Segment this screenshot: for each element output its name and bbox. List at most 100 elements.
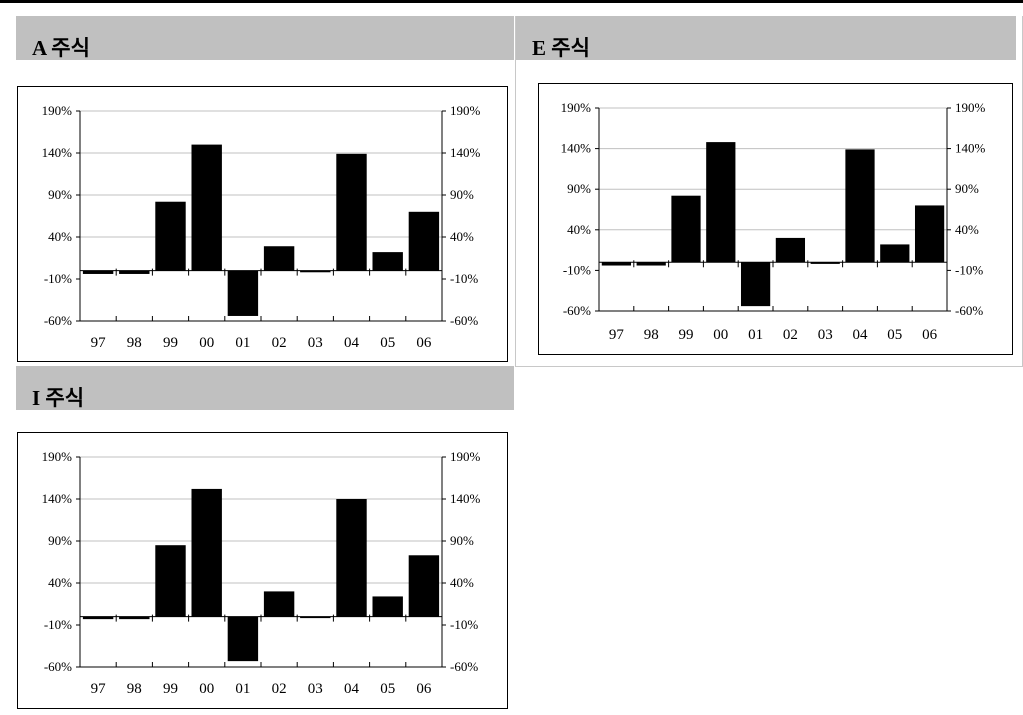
- y-tick-label-left: 190%: [42, 103, 73, 118]
- y-tick-label-left: 40%: [48, 229, 72, 244]
- x-tick-label-99: 99: [163, 681, 178, 697]
- bar-05: [372, 596, 403, 617]
- panel-e-title: E 주식: [532, 36, 590, 60]
- y-tick-label-right: -10%: [450, 617, 478, 632]
- panel-e-title-bar: E 주식: [516, 16, 1016, 60]
- x-tick-label-06: 06: [416, 681, 432, 697]
- y-tick-label-left: 190%: [561, 100, 592, 115]
- y-tick-label-right: 40%: [450, 575, 474, 590]
- x-tick-label-02: 02: [272, 335, 287, 351]
- y-tick-label-left: -60%: [563, 303, 591, 318]
- chart-i: -60% -60% -10% -10% 40% 40% 90% 90% 140% 140% 190%…: [42, 449, 481, 697]
- bar-06: [408, 211, 440, 271]
- bar-98: [636, 262, 666, 266]
- panel-a-title-bar: A 주식: [16, 16, 514, 60]
- bar-99: [155, 545, 186, 617]
- bar-06: [408, 555, 440, 617]
- y-tick-label-left: -60%: [44, 659, 72, 674]
- x-tick-label-00: 00: [199, 681, 214, 697]
- chart-a: -60% -60% -10% -10% 40% 40% 90% 90% 140% 140% 190%…: [42, 103, 481, 351]
- y-tick-label-left: 90%: [48, 533, 72, 548]
- bar-04: [336, 499, 367, 617]
- y-tick-label-right: -10%: [450, 271, 478, 286]
- y-tick-label-right: 190%: [450, 449, 481, 464]
- panel-i-chart-frame: -60% -60% -10% -10% 40% 40% 90% 90% 140% 140% 190%…: [17, 432, 508, 709]
- x-tick-label-03: 03: [308, 681, 323, 697]
- bar-97: [601, 262, 632, 266]
- x-tick-label-03: 03: [308, 335, 323, 351]
- bar-99: [155, 201, 186, 271]
- y-tick-label-left: 190%: [42, 449, 73, 464]
- panel-e-chart-frame: -60% -60% -10% -10% 40% 40% 90% 90% 140% 140% 190%…: [538, 83, 1013, 355]
- bar-04: [845, 149, 875, 263]
- bar-02: [263, 246, 295, 271]
- y-tick-label-right: 40%: [955, 222, 979, 237]
- chart-e: -60% -60% -10% -10% 40% 40% 90% 90% 140% 140% 190%…: [561, 100, 986, 343]
- y-tick-label-right: 140%: [450, 491, 481, 506]
- bar-01: [227, 616, 259, 662]
- bar-03: [810, 262, 840, 264]
- x-tick-label-98: 98: [644, 327, 659, 343]
- y-tick-label-left: 90%: [567, 181, 591, 196]
- cell-divider: [515, 16, 516, 366]
- x-tick-label-05: 05: [380, 335, 395, 351]
- bar-04: [336, 153, 367, 271]
- y-tick-label-right: 140%: [955, 141, 986, 156]
- bar-01: [227, 270, 259, 316]
- y-tick-label-right: 190%: [450, 103, 481, 118]
- y-tick-label-left: -10%: [44, 617, 72, 632]
- panel-i-title-bar: I 주식: [16, 366, 514, 410]
- y-tick-label-left: 140%: [42, 145, 73, 160]
- bar-97: [82, 270, 114, 274]
- y-tick-label-right: -60%: [450, 313, 478, 328]
- y-tick-label-left: -10%: [44, 271, 72, 286]
- x-tick-label-00: 00: [199, 335, 214, 351]
- x-tick-label-98: 98: [127, 681, 142, 697]
- y-tick-label-left: 40%: [567, 222, 591, 237]
- bar-05: [880, 244, 910, 263]
- bar-03: [300, 270, 331, 273]
- x-tick-label-01: 01: [235, 335, 250, 351]
- y-tick-label-right: 40%: [450, 229, 474, 244]
- bar-02: [775, 237, 806, 263]
- x-tick-label-99: 99: [163, 335, 178, 351]
- x-tick-label-03: 03: [818, 327, 833, 343]
- x-tick-label-01: 01: [235, 681, 250, 697]
- y-tick-label-left: 90%: [48, 187, 72, 202]
- bar-99: [671, 195, 701, 263]
- bar-98: [119, 270, 150, 274]
- x-tick-label-00: 00: [713, 327, 728, 343]
- panel-a-chart-frame: -60% -60% -10% -10% 40% 40% 90% 90% 140% 140% 190%…: [17, 86, 508, 362]
- y-tick-label-left: -10%: [563, 262, 591, 277]
- x-tick-label-05: 05: [887, 327, 902, 343]
- y-tick-label-right: 190%: [955, 100, 986, 115]
- y-tick-label-right: -10%: [955, 262, 983, 277]
- bar-00: [191, 144, 222, 271]
- y-tick-label-right: -60%: [450, 659, 478, 674]
- y-tick-label-right: 140%: [450, 145, 481, 160]
- y-tick-label-right: 90%: [450, 533, 474, 548]
- x-tick-label-99: 99: [679, 327, 694, 343]
- y-tick-label-left: -60%: [44, 313, 72, 328]
- x-tick-label-98: 98: [127, 335, 142, 351]
- x-tick-label-04: 04: [344, 681, 360, 697]
- bar-98: [119, 616, 150, 620]
- x-tick-label-01: 01: [748, 327, 763, 343]
- bar-01: [740, 262, 771, 307]
- x-tick-label-97: 97: [91, 335, 107, 351]
- bar-00: [191, 488, 222, 617]
- bar-00: [706, 142, 736, 263]
- bar-97: [82, 616, 114, 620]
- top-rule: [0, 0, 1023, 3]
- y-tick-label-left: 140%: [561, 141, 592, 156]
- x-tick-label-05: 05: [380, 681, 395, 697]
- x-tick-label-02: 02: [783, 327, 798, 343]
- panel-i-title: I 주식: [32, 386, 85, 410]
- bar-06: [914, 205, 945, 263]
- x-tick-label-97: 97: [91, 681, 107, 697]
- x-tick-label-04: 04: [853, 327, 869, 343]
- panel-a-title: A 주식: [32, 36, 90, 60]
- x-tick-label-06: 06: [416, 335, 432, 351]
- y-tick-label-right: 90%: [955, 181, 979, 196]
- cell-border-bottom: [515, 366, 1023, 367]
